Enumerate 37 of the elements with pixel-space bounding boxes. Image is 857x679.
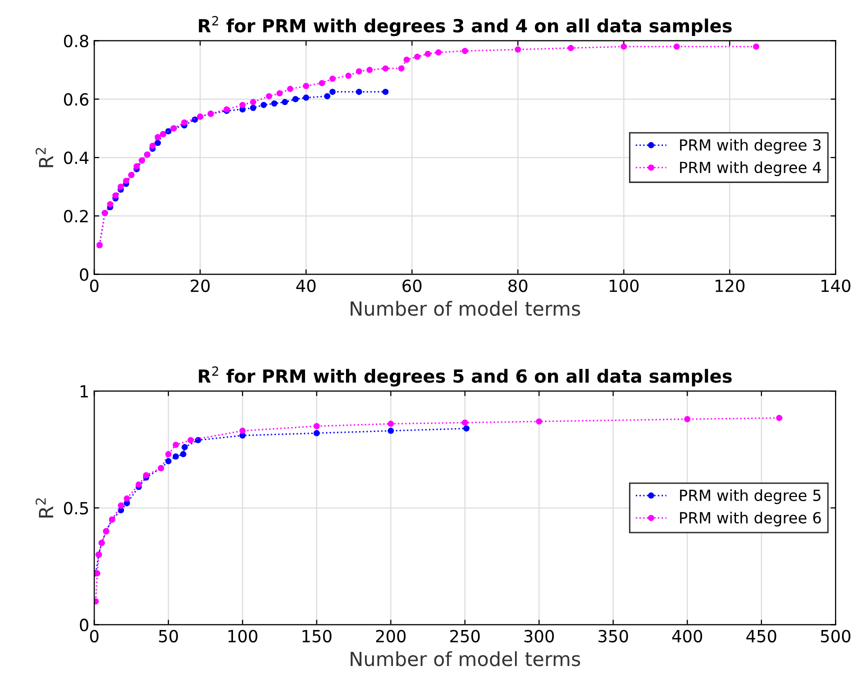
x-tick-label: 100 (228, 630, 258, 642)
y-axis-title: R$^{2}$ (36, 498, 54, 518)
y-tick-label: 0.5 (64, 502, 88, 514)
y-tick-label: 0.6 (64, 93, 88, 106)
y-tick-label: 0.4 (64, 151, 88, 164)
chart-title: R$^{2}$ for PRM with degrees 5 and 6 on all data samples (198, 366, 732, 387)
x-axis-title: Number of model terms (350, 651, 580, 666)
x-tick-label: 60 (402, 279, 422, 292)
x-tick-label: 200 (376, 630, 406, 642)
y-tick-label: 0.8 (64, 34, 88, 48)
legend-label: PRM with degree 6 (680, 512, 821, 526)
x-tick-label: 100 (610, 279, 639, 292)
legend-label: PRM with degree 5 (680, 489, 820, 504)
x-tick-label: 0 (90, 279, 98, 292)
y-tick-label: 0.2 (64, 210, 88, 222)
x-axis-title: Number of model terms (350, 300, 580, 316)
x-tick-label: 120 (716, 279, 744, 292)
x-tick-label: 500 (820, 630, 850, 642)
x-tick-label: 140 (822, 279, 850, 292)
x-tick-label: 300 (524, 630, 554, 642)
y-axis-title: R$^{2}$ (36, 148, 54, 168)
legend-label: PRM with degree 4 (680, 161, 821, 176)
x-tick-label: 450 (746, 630, 776, 642)
x-tick-label: 150 (302, 630, 332, 642)
legend-label: PRM with degree 3 (680, 138, 821, 154)
x-tick-label: 50 (159, 630, 178, 642)
x-tick-label: 400 (672, 630, 702, 642)
x-tick-label: 80 (508, 279, 528, 292)
y-tick-label: 0 (80, 618, 88, 632)
x-tick-label: 40 (296, 279, 316, 292)
y-tick-label: 1 (80, 385, 88, 398)
x-tick-label: 20 (190, 279, 210, 292)
chart-title: R$^{2}$ for PRM with degrees 3 and 4 on all data samples (198, 16, 732, 36)
y-tick-label: 0 (80, 268, 88, 281)
x-tick-label: 0 (90, 630, 98, 642)
x-tick-label: 250 (450, 630, 480, 642)
x-tick-label: 350 (598, 630, 628, 642)
